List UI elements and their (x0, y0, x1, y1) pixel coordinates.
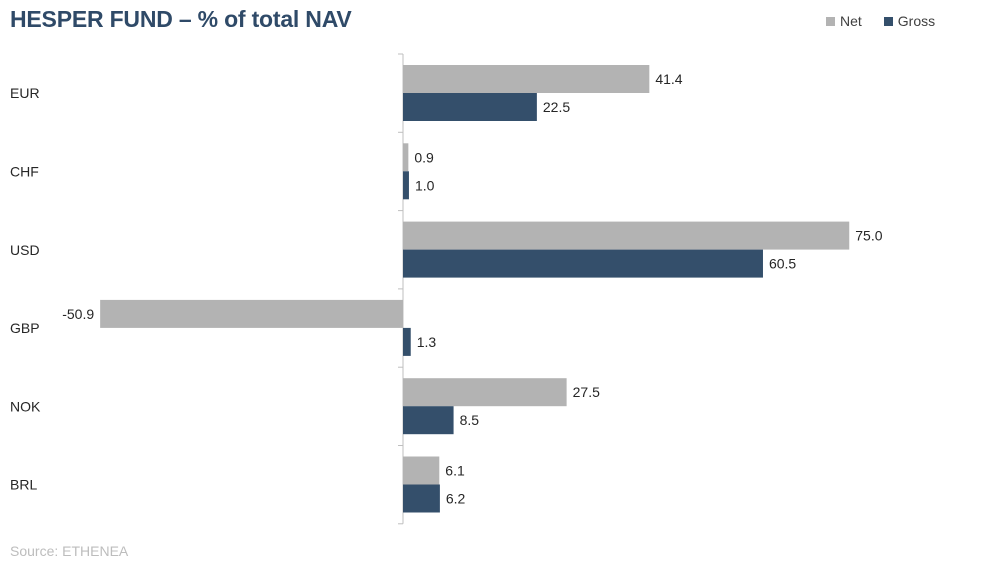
data-label: 22.5 (543, 99, 570, 115)
data-label: 1.3 (417, 334, 437, 350)
legend: Net Gross (826, 13, 935, 29)
bar-net (403, 378, 567, 407)
legend-item-gross: Gross (883, 13, 936, 29)
data-label: 75.0 (855, 228, 882, 244)
category-label: GBP (10, 320, 40, 336)
legend-label-net: Net (840, 13, 862, 29)
category-label: BRL (10, 477, 37, 493)
bar-net (403, 143, 409, 172)
bar-gross (403, 406, 454, 435)
category-label: USD (10, 242, 40, 258)
bar-gross (403, 484, 440, 513)
data-label: 6.2 (446, 491, 466, 507)
data-label: 27.5 (573, 384, 600, 400)
data-label: 60.5 (769, 256, 796, 272)
bar-net (403, 456, 440, 485)
chart-title: HESPER FUND – % of total NAV (10, 6, 352, 32)
bar-gross (403, 93, 537, 121)
category-label: EUR (10, 85, 40, 101)
data-label: 0.9 (414, 149, 434, 165)
data-label: 8.5 (460, 412, 480, 428)
bar-gross (403, 327, 411, 356)
source-note: Source: ETHENEA (10, 543, 129, 559)
data-label: 1.0 (415, 177, 435, 193)
legend-swatch-net (826, 16, 835, 26)
bar-net (403, 65, 650, 93)
data-label: -50.9 (62, 306, 94, 322)
data-label: 6.1 (445, 463, 465, 479)
legend-label-gross: Gross (897, 13, 936, 29)
data-label: 41.4 (655, 71, 682, 87)
bar-net (403, 221, 850, 250)
legend-swatch-gross (883, 16, 893, 26)
bar-gross (403, 249, 763, 278)
legend-item-net: Net (826, 13, 862, 29)
bar-net (100, 299, 404, 328)
category-label: CHF (10, 163, 39, 179)
bar-gross (403, 171, 409, 200)
category-label: NOK (10, 398, 41, 414)
